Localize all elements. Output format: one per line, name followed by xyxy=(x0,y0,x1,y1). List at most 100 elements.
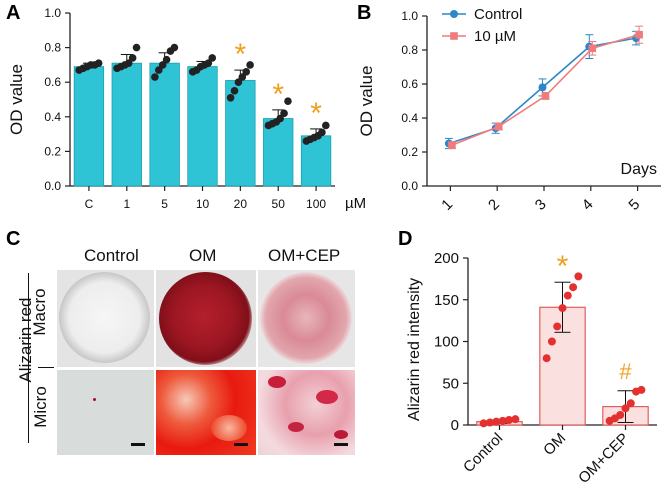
culture-plate xyxy=(260,272,352,364)
col-label-om-cep: OM+CEP xyxy=(268,246,341,265)
x-tick-label: 2 xyxy=(485,196,503,214)
x-unit-label: µM xyxy=(345,195,366,212)
panel-label-b: B xyxy=(357,2,372,24)
x-tick-label: OM xyxy=(540,430,569,459)
y-tick-label: 0.0 xyxy=(401,179,418,193)
stain-spot xyxy=(288,422,304,432)
stain-region xyxy=(211,415,247,441)
legend-label: 10 µM xyxy=(474,28,516,45)
data-point xyxy=(547,337,556,346)
legend-marker xyxy=(450,32,458,40)
data-point xyxy=(238,73,247,81)
data-point xyxy=(635,30,643,39)
data-point xyxy=(94,59,103,67)
y-tick-label: 0.6 xyxy=(44,75,61,89)
y-tick-label: 0 xyxy=(451,417,459,434)
data-point xyxy=(242,68,251,76)
culture-plate xyxy=(159,272,252,365)
data-point xyxy=(538,83,547,92)
micro-om-image xyxy=(156,370,256,455)
significance-mark: * xyxy=(235,38,247,71)
scale-bar xyxy=(234,443,248,446)
panel-label-d: D xyxy=(398,228,413,250)
chart-d-alizarin-bar: 0 50 100 150 200 Alizarin red intensity Contro… xyxy=(406,250,657,487)
culture-plate xyxy=(59,272,150,363)
data-point xyxy=(284,97,292,106)
data-point xyxy=(230,87,239,95)
macro-om-image xyxy=(156,270,256,367)
data-point xyxy=(621,404,630,413)
x-tick-label: 4 xyxy=(579,196,597,214)
significance-mark: * xyxy=(557,250,569,283)
scale-bar xyxy=(131,443,145,446)
data-point xyxy=(485,418,494,427)
data-point xyxy=(553,322,562,331)
x-tick-label: 50 xyxy=(272,197,286,211)
data-point xyxy=(128,54,137,62)
y-axis-label: Alizarin red intensity xyxy=(406,278,423,421)
row-label-micro: Micro xyxy=(31,386,50,428)
data-point xyxy=(226,93,235,102)
data-point xyxy=(574,272,583,281)
x-tick-label: 10 xyxy=(196,197,210,211)
x-tick-label: 3 xyxy=(532,196,550,214)
data-point xyxy=(280,109,288,118)
y-tick-label: 0.8 xyxy=(44,41,61,55)
data-point xyxy=(542,354,551,363)
y-tick-label: 0.2 xyxy=(401,145,418,159)
data-point xyxy=(318,128,326,137)
x-tick-label: 20 xyxy=(234,197,248,211)
data-point xyxy=(154,66,163,74)
legend-label: Control xyxy=(474,6,522,23)
data-point xyxy=(162,55,171,64)
macro-om-cep-image xyxy=(258,270,355,367)
y-tick-label: 0.4 xyxy=(401,111,418,125)
data-point xyxy=(158,61,167,69)
data-point xyxy=(208,54,217,62)
data-point xyxy=(276,114,284,123)
data-point xyxy=(479,419,488,428)
significance-mark: * xyxy=(272,78,284,111)
y-tick-label: 200 xyxy=(434,250,459,267)
group-divider xyxy=(28,273,29,443)
data-point xyxy=(132,43,141,52)
stain-spot xyxy=(316,390,338,404)
chart-b-od-line: 0.0 0.2 0.4 0.6 0.8 1.0 OD value 1 2 3 4 5 Days Contr… xyxy=(357,6,661,214)
data-point xyxy=(448,141,456,149)
y-tick-label: 0.6 xyxy=(401,77,418,91)
bar xyxy=(73,66,105,187)
x-tick-label: 1 xyxy=(438,196,456,214)
data-point xyxy=(626,399,635,408)
legend-marker xyxy=(450,10,458,18)
data-point xyxy=(494,122,503,131)
significance-mark: # xyxy=(619,359,632,384)
data-point xyxy=(637,385,646,394)
data-point xyxy=(588,44,597,53)
x-tick-label: 100 xyxy=(306,197,326,211)
x-axis-label: Days xyxy=(621,161,657,178)
macro-control-image xyxy=(57,270,154,367)
data-point xyxy=(505,415,514,424)
data-point xyxy=(151,73,159,81)
data-point xyxy=(246,61,254,69)
row-divider xyxy=(38,367,54,368)
scale-bar xyxy=(334,443,348,446)
x-tick-label: C xyxy=(85,197,94,211)
x-tick-label: 5 xyxy=(625,196,643,214)
y-tick-label: 0.4 xyxy=(44,110,61,124)
panel-label-c: C xyxy=(6,228,21,250)
x-tick-label: 1 xyxy=(123,197,130,211)
chart-a-od-bar: 0.0 0.2 0.4 0.6 0.8 1.0 OD value C 1 5 10 20 * 50 * 100… xyxy=(7,6,366,212)
data-point xyxy=(234,78,243,86)
data-point xyxy=(204,59,213,67)
data-point xyxy=(541,92,550,100)
stain-speck xyxy=(93,398,96,401)
data-point xyxy=(322,121,330,130)
data-point xyxy=(498,416,507,425)
data-point xyxy=(511,415,520,424)
y-tick-label: 0.2 xyxy=(44,144,61,158)
x-tick-label: 5 xyxy=(161,197,168,211)
x-tick-label: Control xyxy=(460,430,506,476)
col-label-control: Control xyxy=(84,246,139,265)
